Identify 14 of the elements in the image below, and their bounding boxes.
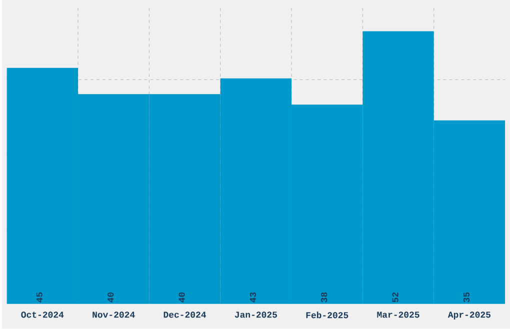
data-label: 40 bbox=[178, 292, 185, 302]
x-tick-label: Jan-2025 bbox=[234, 312, 277, 318]
data-label: 35 bbox=[463, 292, 470, 302]
data-label: 52 bbox=[392, 292, 398, 302]
x-tick-label: Oct-2024 bbox=[21, 312, 64, 318]
data-label: 40 bbox=[108, 292, 114, 302]
x-tick-label: Apr-2025 bbox=[448, 312, 490, 320]
data-label: 38 bbox=[321, 292, 328, 302]
data-label: 45 bbox=[36, 292, 42, 302]
data-label: 43 bbox=[250, 292, 256, 302]
x-tick-label: Feb-2025 bbox=[306, 312, 348, 318]
x-tick-label: Mar-2025 bbox=[377, 312, 420, 318]
x-tick-label: Dec-2024 bbox=[164, 312, 206, 318]
x-tick-label: Nov-2024 bbox=[92, 312, 135, 318]
